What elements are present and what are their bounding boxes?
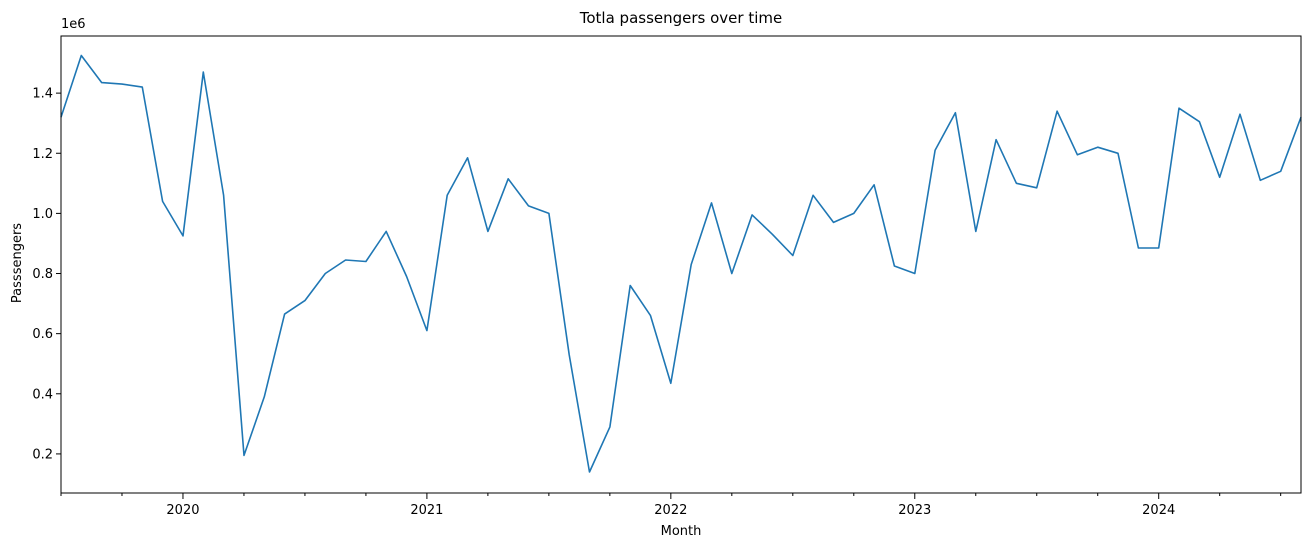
y-tick-label: 0.8: [32, 267, 53, 282]
y-tick-label: 0.2: [32, 447, 53, 462]
plot-frame: [60, 35, 1302, 494]
x-axis-label: Month: [661, 524, 702, 539]
plot-area: [60, 54, 1302, 473]
y-tick-label: 1.0: [32, 207, 53, 222]
x-tick-label: 2024: [1142, 503, 1175, 518]
y-tick-label: 0.6: [32, 327, 53, 342]
x-tick-label: 2020: [166, 503, 199, 518]
x-tick-label: 2023: [898, 503, 931, 518]
y-tick-label: 1.2: [32, 147, 53, 162]
y-axis-label: Passsengers: [10, 223, 25, 303]
x-axis-ticks: 2020 2021 2022 2023 2024: [60, 493, 1282, 518]
x-tick-label: 2021: [410, 503, 443, 518]
series-line: [60, 54, 1302, 473]
chart-title: Totla passengers over time: [579, 9, 783, 27]
y-axis-ticks: 0.2 0.4 0.6 0.8 1.0 1.2 1.4: [32, 87, 61, 462]
y-offset-label: 1e6: [61, 17, 86, 32]
y-tick-label: 0.4: [32, 387, 53, 402]
y-tick-label: 1.4: [32, 87, 53, 102]
x-tick-label: 2022: [654, 503, 687, 518]
